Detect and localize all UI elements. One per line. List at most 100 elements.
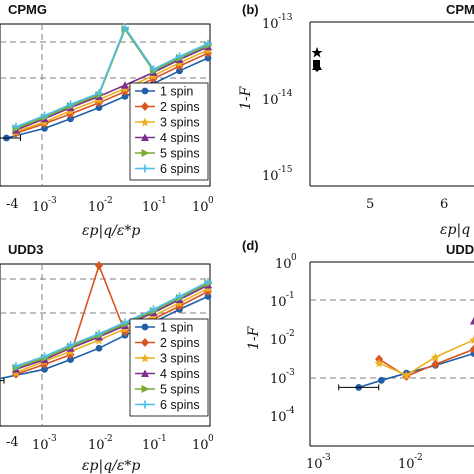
svg-text:-3: -3 (286, 368, 295, 378)
panel-cpmg-series (0, 23, 213, 142)
svg-text:10: 10 (398, 457, 415, 472)
panel-d-ytick-3: 10 -3 (270, 368, 295, 387)
panel-d-point-2-4 (469, 344, 474, 354)
panel-b: (b) CPM 10 -13 10 -14 10 -15 1-F 5 6 εp|… (238, 2, 474, 238)
panel-b-ytick-2: 10 -14 (262, 89, 293, 108)
panel-d-xtick-2: 10 -2 (398, 453, 423, 472)
panel-d-line-3 (378, 339, 474, 377)
udd3-series-line-1 (0, 295, 209, 380)
panel-b-xtick-1: 5 (366, 197, 374, 212)
svg-text:10: 10 (306, 457, 323, 472)
cpmg-series-point-6-5 (121, 23, 130, 32)
udd3-legend-items-marker-4 (141, 369, 149, 377)
panel-d-point-4-1 (469, 316, 474, 325)
svg-text:-2: -2 (104, 434, 113, 444)
cpmg-legend-items-label-1: 1 spin (160, 85, 193, 99)
cpmg-xtick-2: 10 -3 (32, 196, 57, 215)
cpmg-legend-items-marker-3 (140, 117, 150, 127)
svg-text:10: 10 (270, 372, 287, 387)
svg-text:10: 10 (270, 410, 287, 425)
cpmg-series-point-6-7 (175, 52, 184, 61)
cpmg-legend-items-label-5: 5 spins (160, 147, 200, 161)
svg-text:-1: -1 (158, 434, 167, 444)
svg-text:-2: -2 (104, 196, 113, 206)
udd3-legend-items-marker-2 (141, 338, 149, 347)
panel-d-point-2-3 (431, 359, 440, 369)
svg-text:-2: -2 (286, 329, 295, 339)
cpmg-series-point-6-6 (149, 65, 158, 74)
cpmg-series-line-4 (15, 46, 209, 131)
udd3-legend-items-marker-6 (141, 400, 149, 409)
panel-d-ylabel: 1-F (246, 325, 262, 350)
cpmg-legend-items-label-6: 6 spins (160, 162, 200, 176)
cpmg-series-line-2 (15, 52, 209, 134)
cpmg-legend-items-marker-2 (141, 102, 149, 111)
udd3-series-line-3 (15, 287, 209, 374)
svg-text:-13: -13 (278, 13, 293, 23)
svg-text:10: 10 (142, 438, 159, 453)
cpmg-legend-items-label-4: 4 spins (160, 131, 200, 145)
panel-b-point-diamond (313, 64, 321, 72)
panel-d-xtick-1: 10 -3 (306, 453, 331, 472)
svg-text:-2: -2 (414, 453, 423, 463)
cpmg-legend-items-marker-1 (141, 87, 149, 95)
cpmg-series-point-6-3 (66, 100, 75, 109)
cpmg-series-point-1-4 (95, 104, 103, 111)
panel-d-series (338, 316, 474, 391)
svg-text:-3: -3 (48, 196, 57, 206)
cpmg-series-point-1-5 (121, 93, 129, 100)
cpmg-series-line-3 (15, 49, 209, 133)
cpmg-xtick-1: -4 (6, 197, 19, 212)
svg-text:10: 10 (32, 200, 49, 215)
udd3-series-point-6-1 (12, 362, 21, 371)
panel-d-ytick-1: 10 -1 (270, 291, 295, 310)
panel-d-point-3-3 (431, 352, 441, 362)
cpmg-series-line-1 (6, 57, 209, 139)
udd3-series-line-6 (15, 281, 209, 367)
udd3-series-point-6-3 (66, 341, 75, 349)
udd3-series-point-1-4 (95, 344, 103, 352)
svg-text:10: 10 (142, 200, 159, 215)
cpmg-legend-items-marker-6 (141, 164, 149, 173)
cpmg-series-errorbar (0, 135, 21, 141)
udd3-series-line-4 (15, 284, 209, 371)
panel-b-ytick-1: 10 -13 (262, 13, 293, 32)
udd3-series-line-5 (15, 282, 209, 369)
udd3-legend-items-label-2: 2 spins (160, 336, 200, 350)
udd3-series-point-1-2 (41, 365, 48, 373)
svg-text:10: 10 (88, 200, 105, 215)
udd3-xtick-3: 10 -2 (88, 434, 113, 453)
udd3-series-line-2 (15, 263, 209, 375)
cpmg-legend-items-marker-5 (141, 149, 150, 157)
panel-cpmg-legend-box (129, 82, 209, 181)
svg-text:10: 10 (192, 200, 209, 215)
svg-text:0: 0 (208, 434, 214, 444)
udd3-series-point-6-2 (40, 352, 49, 361)
panel-d-point-3-1 (374, 358, 384, 368)
panel-b-tag: (b) (242, 2, 259, 17)
cpmg-series-point-1-8 (204, 54, 212, 62)
svg-text:-1: -1 (158, 196, 167, 206)
udd3-legend-items-marker-5 (141, 385, 150, 393)
udd3-xtick-2: 10 -3 (32, 434, 57, 453)
cpmg-series-point-4-5 (121, 81, 130, 89)
udd3-series-point-1-3 (67, 356, 74, 363)
svg-text:10: 10 (192, 438, 209, 453)
svg-text:10: 10 (32, 438, 49, 453)
panel-d-ytick-2: 10 -2 (270, 329, 295, 348)
udd3-series-point-6-7 (175, 292, 184, 301)
panel-udd3-legend-box (129, 318, 209, 417)
udd3-series-point-6-4 (95, 329, 103, 338)
svg-text:-14: -14 (278, 89, 293, 99)
panel-cpmg-frame (0, 23, 211, 187)
udd3-xlabel: εp|q/ε*p (82, 458, 140, 474)
udd3-series-errorbar (0, 377, 5, 384)
cpmg-legend-items-label-2: 2 spins (160, 100, 200, 114)
panel-d: (d) UDD 10 0 10 -1 10 -2 10 -3 10 -4 1-F… (242, 238, 474, 472)
cpmg-legend-items-marker-4 (141, 133, 149, 141)
udd3-legend-items-label-4: 4 spins (160, 367, 200, 381)
panel-d-point-3-4 (469, 335, 474, 345)
udd3-series-point-2-4 (95, 261, 103, 271)
